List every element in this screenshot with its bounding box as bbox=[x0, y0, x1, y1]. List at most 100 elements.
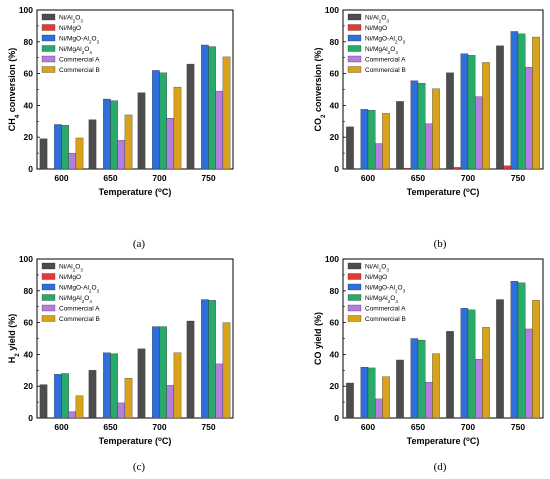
legend-swatch bbox=[41, 45, 56, 52]
bar bbox=[124, 378, 133, 419]
bar bbox=[382, 113, 390, 170]
bar bbox=[532, 36, 540, 170]
bar bbox=[215, 90, 224, 170]
bar bbox=[525, 67, 533, 170]
legend-label-part: O bbox=[390, 295, 395, 302]
legend-label: Commercial A bbox=[365, 306, 406, 313]
legend-label-part: 3 bbox=[80, 267, 83, 272]
x-tick-label: 600 bbox=[54, 422, 68, 432]
legend-swatch bbox=[41, 262, 56, 270]
x-tick-label: 600 bbox=[361, 173, 375, 183]
x-axis-label-part: C) bbox=[162, 187, 172, 197]
x-axis-label: Temperature (oC) bbox=[99, 436, 172, 447]
bar bbox=[215, 363, 224, 419]
legend-label: Ni/Al2O3 bbox=[59, 15, 83, 24]
legend-label-part: Ni/MgO bbox=[59, 25, 81, 32]
bar bbox=[75, 395, 84, 419]
legend-label-part: 3 bbox=[386, 18, 389, 23]
legend-label-part: Ni/MgO-Al bbox=[59, 285, 90, 292]
legend-label-part: Commercial A bbox=[365, 57, 406, 64]
legend-label-part: O bbox=[398, 285, 403, 292]
legend-label-part: Ni/Al bbox=[365, 264, 379, 271]
y-tick-label: 60 bbox=[330, 69, 340, 79]
legend-swatch bbox=[347, 34, 362, 42]
bar bbox=[446, 72, 454, 170]
y-tick-label: 60 bbox=[24, 69, 34, 79]
panel-label: (b) bbox=[434, 238, 447, 250]
legend-swatch bbox=[41, 66, 56, 73]
bar bbox=[54, 374, 62, 419]
bar bbox=[410, 338, 419, 419]
panel-label: (d) bbox=[434, 461, 447, 473]
legend-label: Ni/MgO-Al2O3 bbox=[365, 36, 406, 45]
legend-label-part: 2 bbox=[82, 299, 85, 304]
legend-label-part: 2 bbox=[395, 39, 398, 44]
x-axis-label-part: Temperature ( bbox=[99, 436, 158, 446]
legend-label-part: Commercial A bbox=[365, 306, 406, 313]
legend-label: Ni/MgAl2O4 bbox=[59, 295, 92, 304]
legend-label: Ni/MgO-Al2O3 bbox=[59, 36, 100, 45]
legend-swatch bbox=[347, 273, 362, 280]
legend-label-part: 2 bbox=[73, 18, 76, 23]
legend-label-part: O bbox=[398, 36, 403, 43]
bar bbox=[117, 402, 126, 419]
legend-label-part: O bbox=[92, 285, 97, 292]
legend-label-part: 4 bbox=[395, 299, 398, 304]
legend-label-part: Ni/MgO-Al bbox=[365, 285, 396, 292]
legend-label-part: Ni/MgO-Al bbox=[365, 36, 396, 43]
legend-label: Ni/MgAl2O4 bbox=[59, 46, 92, 55]
bar bbox=[425, 123, 433, 170]
bar bbox=[186, 320, 195, 419]
x-axis-label-part: o bbox=[158, 436, 162, 443]
bar bbox=[159, 72, 167, 170]
bar bbox=[475, 96, 483, 170]
legend-label-part: Ni/MgAl bbox=[59, 46, 82, 53]
legend-label-part: Ni/MgAl bbox=[59, 295, 82, 302]
legend-swatch bbox=[41, 24, 56, 31]
bar bbox=[460, 308, 469, 419]
legend-label-part: Ni/Al bbox=[365, 15, 379, 22]
bar bbox=[432, 353, 440, 419]
legend-swatch bbox=[347, 294, 362, 301]
bar bbox=[467, 55, 476, 170]
bar bbox=[222, 322, 231, 419]
x-axis-label-part: C) bbox=[470, 436, 480, 446]
bar bbox=[68, 411, 77, 419]
y-tick-label: 40 bbox=[24, 349, 34, 359]
legend-label: Ni/Al2O3 bbox=[365, 264, 389, 273]
legend-label-part: Commercial B bbox=[59, 67, 100, 74]
bar bbox=[396, 101, 404, 170]
legend-label: Commercial B bbox=[59, 316, 100, 323]
legend-label-part: O bbox=[390, 46, 395, 53]
x-axis-label: Temperature (oC) bbox=[407, 187, 480, 198]
chart-panel-1: 0 20 40 60 80 100 600 650 700 750 Temperature (oC)… bbox=[313, 5, 544, 250]
x-tick-label: 750 bbox=[511, 422, 525, 432]
bar bbox=[417, 82, 426, 170]
bar bbox=[367, 110, 376, 170]
y-axis-label: CO yield (%) bbox=[313, 312, 323, 365]
legend-swatch bbox=[347, 262, 362, 270]
y-tick-label: 80 bbox=[24, 286, 34, 296]
bar bbox=[75, 137, 84, 170]
y-axis-label-part: 2 bbox=[14, 353, 21, 357]
bar bbox=[410, 80, 419, 170]
legend-label-part: 3 bbox=[97, 39, 100, 44]
legend-label-part: Commercial B bbox=[365, 316, 406, 323]
y-axis-label: CO2 conversion (%) bbox=[313, 47, 327, 131]
legend-label: Ni/Al2O3 bbox=[365, 15, 389, 24]
bar bbox=[460, 53, 469, 170]
bar bbox=[367, 367, 376, 419]
x-tick-label: 700 bbox=[461, 422, 475, 432]
legend-label-part: 3 bbox=[403, 288, 406, 293]
bar bbox=[446, 331, 454, 419]
x-axis-label: Temperature (oC) bbox=[407, 436, 480, 447]
y-axis-label-part: 2 bbox=[320, 114, 327, 118]
legend-label: Commercial B bbox=[59, 67, 100, 74]
y-axis-label-part: conversion (%) bbox=[7, 48, 17, 115]
bar bbox=[61, 125, 69, 170]
legend-label-part: Ni/MgO bbox=[59, 274, 81, 281]
bar bbox=[496, 299, 504, 419]
bar bbox=[110, 353, 118, 419]
chart-panel-0: 0 20 40 60 80 100 600 650 700 750 Temperature (oC)… bbox=[7, 5, 234, 250]
bar bbox=[117, 140, 126, 170]
